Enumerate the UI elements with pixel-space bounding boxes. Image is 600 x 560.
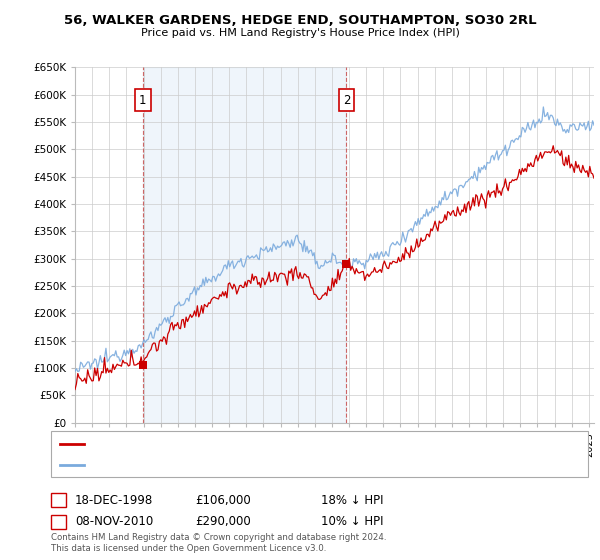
Text: 2: 2 [55, 515, 62, 528]
Text: 10% ↓ HPI: 10% ↓ HPI [321, 515, 383, 528]
Text: 1: 1 [139, 94, 146, 106]
Text: 08-NOV-2010: 08-NOV-2010 [75, 515, 153, 528]
Text: Price paid vs. HM Land Registry's House Price Index (HPI): Price paid vs. HM Land Registry's House … [140, 28, 460, 38]
Text: £290,000: £290,000 [195, 515, 251, 528]
Text: 18% ↓ HPI: 18% ↓ HPI [321, 493, 383, 507]
Text: 1: 1 [55, 493, 62, 507]
Text: 56, WALKER GARDENS, HEDGE END, SOUTHAMPTON, SO30 2RL (detached house): 56, WALKER GARDENS, HEDGE END, SOUTHAMPT… [90, 438, 516, 449]
Text: HPI: Average price, detached house, Eastleigh: HPI: Average price, detached house, East… [90, 460, 331, 470]
Text: 18-DEC-1998: 18-DEC-1998 [75, 493, 153, 507]
Text: Contains HM Land Registry data © Crown copyright and database right 2024.
This d: Contains HM Land Registry data © Crown c… [51, 533, 386, 553]
Text: 2: 2 [343, 94, 350, 106]
Bar [143, 67, 346, 423]
Text: 56, WALKER GARDENS, HEDGE END, SOUTHAMPTON, SO30 2RL: 56, WALKER GARDENS, HEDGE END, SOUTHAMPT… [64, 14, 536, 27]
Text: £106,000: £106,000 [195, 493, 251, 507]
